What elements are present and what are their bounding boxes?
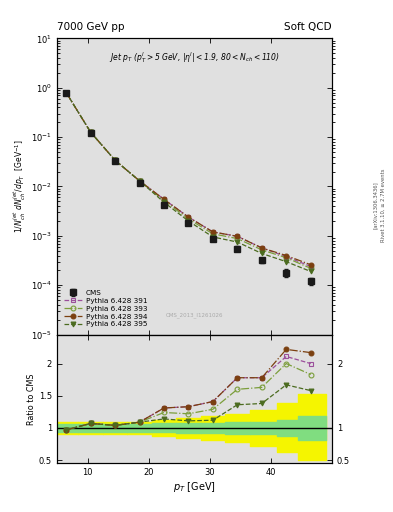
Pythia 6.428 391 bbox=[186, 214, 191, 220]
Pythia 6.428 391 bbox=[113, 157, 118, 163]
Pythia 6.428 394 bbox=[64, 90, 68, 96]
Pythia 6.428 394 bbox=[113, 157, 118, 163]
Pythia 6.428 394 bbox=[284, 252, 288, 259]
Pythia 6.428 395 bbox=[259, 250, 264, 257]
Pythia 6.428 395 bbox=[113, 157, 118, 163]
Pythia 6.428 394 bbox=[259, 245, 264, 251]
Pythia 6.428 391 bbox=[235, 233, 240, 240]
Pythia 6.428 391 bbox=[162, 196, 166, 202]
Line: Pythia 6.428 393: Pythia 6.428 393 bbox=[64, 90, 313, 271]
Pythia 6.428 395 bbox=[137, 178, 142, 184]
Pythia 6.428 395 bbox=[284, 259, 288, 265]
Pythia 6.428 393 bbox=[186, 216, 191, 222]
Pythia 6.428 391 bbox=[211, 229, 215, 235]
Pythia 6.428 391 bbox=[309, 263, 313, 269]
Pythia 6.428 394 bbox=[309, 262, 313, 268]
Pythia 6.428 391 bbox=[137, 178, 142, 184]
Text: Rivet 3.1.10, ≥ 2.7M events: Rivet 3.1.10, ≥ 2.7M events bbox=[381, 168, 386, 242]
Pythia 6.428 395 bbox=[186, 218, 191, 224]
Pythia 6.428 394 bbox=[137, 178, 142, 184]
Pythia 6.428 394 bbox=[235, 233, 240, 240]
Pythia 6.428 395 bbox=[88, 129, 93, 135]
Pythia 6.428 394 bbox=[88, 129, 93, 135]
Pythia 6.428 395 bbox=[162, 199, 166, 205]
Pythia 6.428 394 bbox=[162, 196, 166, 202]
Pythia 6.428 394 bbox=[211, 229, 215, 235]
Pythia 6.428 391 bbox=[284, 253, 288, 260]
Line: Pythia 6.428 391: Pythia 6.428 391 bbox=[64, 90, 313, 269]
Legend: CMS, Pythia 6.428 391, Pythia 6.428 393, Pythia 6.428 394, Pythia 6.428 395: CMS, Pythia 6.428 391, Pythia 6.428 393,… bbox=[63, 288, 149, 329]
Pythia 6.428 395 bbox=[211, 234, 215, 240]
Text: Soft QCD: Soft QCD bbox=[285, 22, 332, 32]
Pythia 6.428 394 bbox=[186, 214, 191, 220]
Line: Pythia 6.428 394: Pythia 6.428 394 bbox=[64, 90, 313, 267]
Pythia 6.428 393 bbox=[211, 231, 215, 237]
Pythia 6.428 393 bbox=[284, 254, 288, 261]
Pythia 6.428 391 bbox=[64, 90, 68, 96]
Pythia 6.428 393 bbox=[235, 236, 240, 242]
Pythia 6.428 393 bbox=[88, 129, 93, 135]
Text: CMS_2013_I1261026: CMS_2013_I1261026 bbox=[166, 313, 223, 318]
Y-axis label: Ratio to CMS: Ratio to CMS bbox=[27, 373, 36, 425]
Pythia 6.428 395 bbox=[309, 268, 313, 274]
Pythia 6.428 395 bbox=[235, 239, 240, 245]
Pythia 6.428 393 bbox=[137, 178, 142, 184]
Text: [arXiv:1306.3436]: [arXiv:1306.3436] bbox=[373, 181, 378, 229]
Pythia 6.428 393 bbox=[64, 90, 68, 96]
Text: 7000 GeV pp: 7000 GeV pp bbox=[57, 22, 125, 32]
Pythia 6.428 393 bbox=[113, 157, 118, 163]
Pythia 6.428 391 bbox=[259, 245, 264, 251]
Text: Jet $p_T$ ($p_T^l$$>$5 GeV, $|\eta^l|$$<$1.9, 80$<N_{ch}<$110): Jet $p_T$ ($p_T^l$$>$5 GeV, $|\eta^l|$$<… bbox=[109, 50, 280, 65]
Line: Pythia 6.428 395: Pythia 6.428 395 bbox=[64, 90, 313, 274]
X-axis label: $p_T$ [GeV]: $p_T$ [GeV] bbox=[173, 480, 216, 494]
Pythia 6.428 395 bbox=[64, 90, 68, 96]
Pythia 6.428 393 bbox=[259, 247, 264, 253]
Pythia 6.428 393 bbox=[162, 198, 166, 204]
Pythia 6.428 391 bbox=[88, 129, 93, 135]
Y-axis label: $1/N_{ch}^{jet}\ dN_{ch}^{jet}/dp_T\ \ \rm [GeV^{-1}]$: $1/N_{ch}^{jet}\ dN_{ch}^{jet}/dp_T\ \ \… bbox=[12, 140, 28, 233]
Pythia 6.428 393 bbox=[309, 265, 313, 271]
